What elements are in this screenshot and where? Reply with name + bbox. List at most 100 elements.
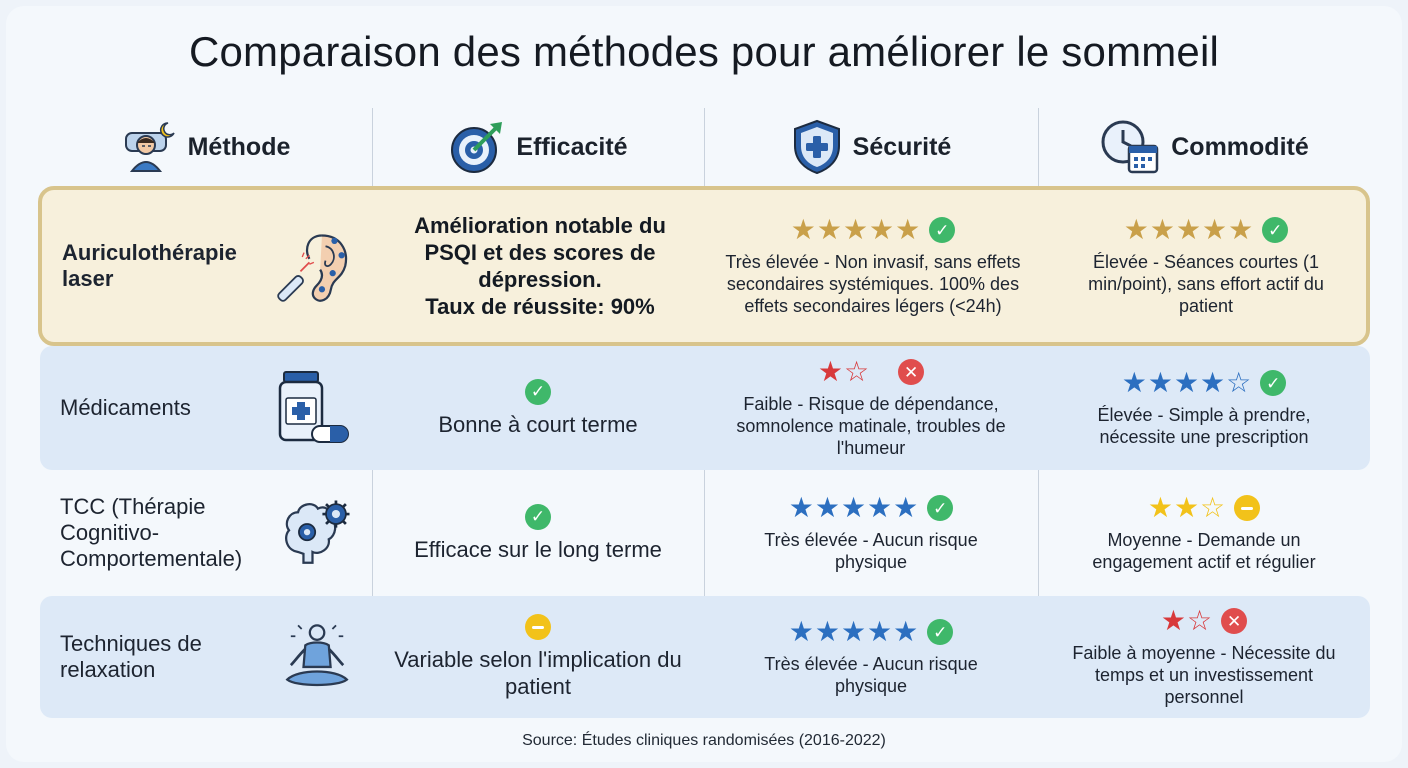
cross-circle-icon: ✕ <box>1221 608 1248 634</box>
star-filled-icon: ★ <box>869 214 896 245</box>
star-filled-icon: ★ <box>1149 214 1176 245</box>
table-row-cbt: TCC (Thérapie Cognitivo-Comportementale)… <box>40 478 1370 588</box>
safety-cell: ★☆ ✕ Faible - Risque de dépendance, somno… <box>704 346 1038 470</box>
check-circle-icon: ✓ <box>927 619 954 645</box>
star-empty-icon: ☆ <box>1187 605 1214 636</box>
efficacy-status-neutral-icon <box>525 614 551 640</box>
efficacy-cell: Variable selon l'implication du patient <box>372 596 704 718</box>
method-label: Médicaments <box>60 395 191 420</box>
star-rating: ★★★★★ <box>789 493 920 523</box>
safety-description: Faible - Risque de dépendance, somnolenc… <box>736 394 1006 458</box>
star-rating: ★★★★☆ <box>1122 368 1253 398</box>
convenience-cell: ★☆ ✕ Faible à moyenne - Nécessite du temp… <box>1038 596 1370 718</box>
convenience-rating: ★★☆ <box>1147 492 1261 523</box>
star-filled-icon: ★ <box>1147 492 1174 523</box>
star-filled-icon: ★ <box>790 214 817 245</box>
efficacy-text: Bonne à court terme <box>438 411 638 437</box>
header-safety: Sécurité <box>704 108 1038 186</box>
safety-rating: ★★★★★ ✓ <box>789 493 954 523</box>
table-row-medications: Médicaments ✓ Bonne à court terme ★☆ ✕ Fa… <box>40 346 1370 470</box>
method-cell: Médicaments <box>40 346 372 470</box>
star-empty-icon: ☆ <box>1226 367 1253 398</box>
sleeping-person-icon <box>124 122 175 172</box>
star-filled-icon: ★ <box>816 214 843 245</box>
header-convenience: Commodité <box>1038 108 1370 186</box>
table-header: Méthode Efficacité Sécurité <box>40 108 1370 186</box>
method-label: Techniques de relaxation <box>60 631 202 682</box>
star-rating: ★★★★★ <box>1124 215 1255 245</box>
star-filled-icon: ★ <box>1173 367 1201 398</box>
method-label: Auriculothérapie laser <box>62 240 237 291</box>
efficacy-text: Efficace sur le long terme <box>414 536 662 562</box>
check-circle-icon: ✓ <box>929 217 956 243</box>
star-filled-icon: ★ <box>867 616 894 647</box>
star-filled-icon: ★ <box>840 616 868 647</box>
star-filled-icon: ★ <box>1121 367 1148 398</box>
shield-cross-icon <box>793 119 840 175</box>
check-circle-icon: ✓ <box>927 495 954 521</box>
star-filled-icon: ★ <box>895 214 922 245</box>
table-row-relaxation: Techniques de relaxation Variable selon … <box>40 596 1370 718</box>
star-filled-icon: ★ <box>1147 367 1174 398</box>
star-filled-icon: ★ <box>1123 214 1150 245</box>
safety-cell: ★★★★★ ✓ Très élevée - Non invasif, sans e… <box>706 190 1040 342</box>
safety-rating: ★☆ ✕ <box>818 357 925 387</box>
convenience-description: Moyenne - Demande un engagement actif et… <box>1092 530 1316 572</box>
convenience-description: Élevée - Simple à prendre, nécessite une… <box>1097 405 1311 447</box>
convenience-description: Faible à moyenne - Nécessite du temps et… <box>1072 643 1336 707</box>
check-circle-icon: ✓ <box>525 503 551 530</box>
convenience-cell: ★★☆ Moyenne - Demande un engagement acti… <box>1038 478 1370 588</box>
star-filled-icon: ★ <box>817 356 844 387</box>
page-title: Comparaison des méthodes pour améliorer … <box>188 28 1220 75</box>
check-circle-icon: ✓ <box>1260 370 1287 396</box>
efficacy-cell: ✓ Bonne à court terme <box>372 346 704 470</box>
convenience-rating: ★☆ ✕ <box>1161 606 1248 636</box>
efficacy-cell: Amélioration notable du PSQI et des scor… <box>374 190 706 342</box>
pill-bottle-icon <box>278 371 349 443</box>
safety-description: Très élevée - Non invasif, sans effets s… <box>725 252 1021 316</box>
star-empty-icon: ☆ <box>1200 492 1227 523</box>
header-method: Méthode <box>40 108 372 186</box>
safety-cell: ★★★★★ ✓ Très élevée - Aucun risque physiq… <box>704 596 1038 718</box>
star-filled-icon: ★ <box>893 492 920 523</box>
efficacy-cell: ✓ Efficace sur le long terme <box>372 478 704 588</box>
header-convenience-label: Commodité <box>1171 132 1309 161</box>
convenience-cell: ★★★★★ ✓ Élevée - Séances courtes (1 min/p… <box>1040 190 1372 342</box>
star-filled-icon: ★ <box>788 492 815 523</box>
efficacy-text: Variable selon l'implication du patient <box>394 647 682 699</box>
star-filled-icon: ★ <box>893 616 920 647</box>
star-rating: ★☆ <box>1161 606 1213 636</box>
star-empty-icon: ☆ <box>844 356 871 387</box>
star-rating: ★★★★★ <box>789 617 920 647</box>
header-efficacy: Efficacité <box>372 108 704 186</box>
star-filled-icon: ★ <box>814 616 841 647</box>
star-filled-icon: ★ <box>788 616 815 647</box>
header-efficacy-label: Efficacité <box>516 132 628 161</box>
star-rating: ★☆ <box>818 357 870 387</box>
header-method-label: Méthode <box>187 132 291 161</box>
star-filled-icon: ★ <box>1175 214 1203 245</box>
efficacy-status-check-icon: ✓ <box>525 503 551 530</box>
safety-description: Très élevée - Aucun risque physique <box>764 654 978 696</box>
efficacy-success-rate: Taux de réussite: 90% <box>425 294 655 319</box>
method-label: TCC (Thérapie Cognitivo-Comportementale) <box>60 494 243 571</box>
safety-rating: ★★★★★ ✓ <box>791 215 956 245</box>
star-filled-icon: ★ <box>814 492 841 523</box>
method-cell: Auriculothérapie laser <box>42 190 374 342</box>
convenience-description: Élevée - Séances courtes (1 min/point), … <box>1088 252 1324 316</box>
check-circle-icon: ✓ <box>1262 217 1289 243</box>
star-filled-icon: ★ <box>867 492 894 523</box>
safety-cell: ★★★★★ ✓ Très élevée - Aucun risque physiq… <box>704 478 1038 588</box>
brain-gears-icon <box>285 500 350 564</box>
efficacy-summary: Amélioration notable du PSQI et des scor… <box>414 213 666 292</box>
cross-circle-icon: ✕ <box>898 359 925 385</box>
star-filled-icon: ★ <box>1228 214 1255 245</box>
star-filled-icon: ★ <box>1200 367 1227 398</box>
safety-description: Très élevée - Aucun risque physique <box>764 530 978 572</box>
method-cell: Techniques de relaxation <box>40 596 372 718</box>
efficacy-status-check-icon: ✓ <box>525 378 551 405</box>
star-filled-icon: ★ <box>840 492 868 523</box>
source-note: Source: Études cliniques randomisées (20… <box>522 732 886 749</box>
convenience-rating: ★★★★☆ ✓ <box>1122 368 1287 398</box>
method-cell: TCC (Thérapie Cognitivo-Comportementale) <box>40 478 372 588</box>
